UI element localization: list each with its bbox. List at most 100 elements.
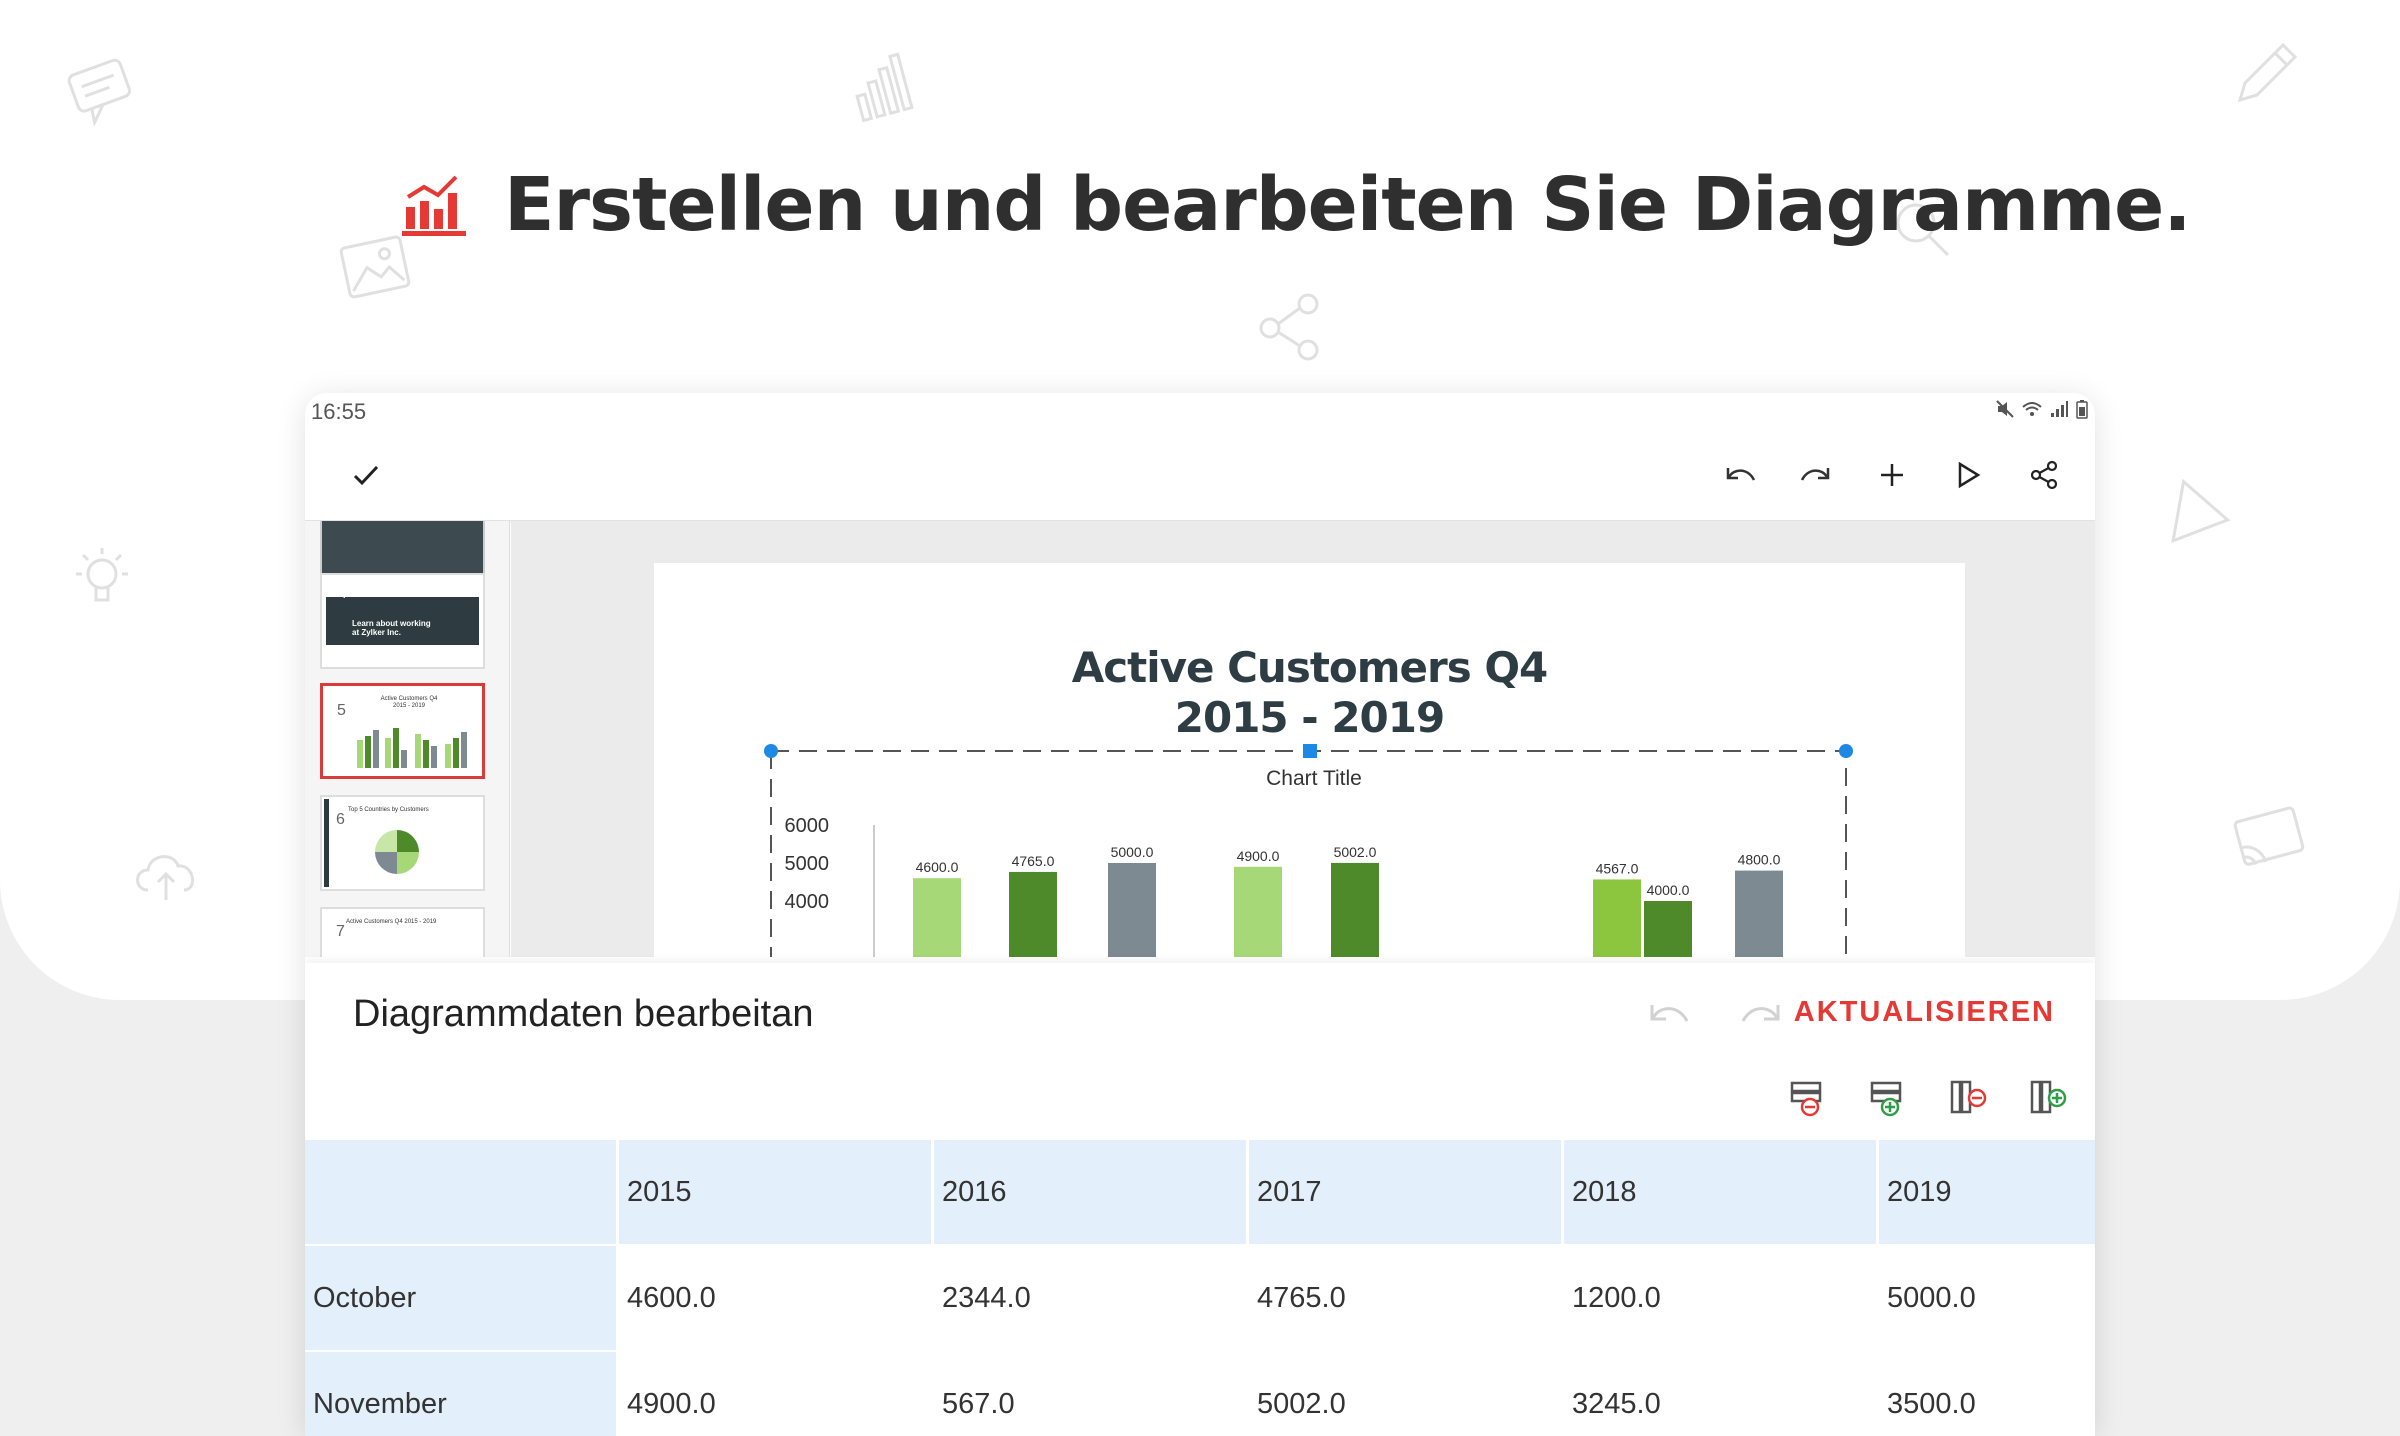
bar-data-label: 4600.0: [916, 859, 959, 875]
delete-row-button[interactable]: [1785, 1075, 1831, 1121]
header-cell[interactable]: 2019: [1879, 1140, 2095, 1244]
check-icon: [353, 465, 379, 486]
row-label-cell[interactable]: October: [305, 1246, 616, 1350]
mute-icon: [1996, 400, 2014, 418]
row-label-cell[interactable]: November: [305, 1352, 616, 1436]
chart-bar: [1331, 862, 1379, 957]
resize-handle-top-center[interactable]: [1303, 744, 1317, 758]
add-row-button[interactable]: [1865, 1075, 1911, 1121]
status-icons: [1995, 399, 2089, 419]
chart-bar: [913, 878, 961, 957]
table-row: October 4600.0 2344.0 4765.0 1200.0 5000…: [305, 1246, 2095, 1350]
headline: Erstellen und bearbeiten Sie Diagramme.: [400, 150, 2191, 260]
resize-handle-top-right[interactable]: [1839, 744, 1853, 758]
chart-object[interactable]: Chart Title 6000 5000 4000 4600.0 4765.0 500…: [654, 563, 1965, 957]
selection-frame: [764, 744, 1853, 957]
panel-redo-button[interactable]: [1737, 991, 1787, 1041]
slide-title-line2: 2015 - 2019: [1174, 693, 1445, 742]
data-cell[interactable]: 567.0: [934, 1352, 1246, 1436]
data-cell[interactable]: 5000.0: [1879, 1246, 2095, 1350]
delete-column-icon: [1950, 1080, 1987, 1114]
thumbnail-title: Active Customers Q4 2015 - 2019: [346, 919, 437, 925]
data-cell[interactable]: 4765.0: [1249, 1246, 1561, 1350]
data-table: 2015 2016 2017 2018 2019 October 4600.0 …: [305, 1140, 2095, 1436]
share-decor-icon: [1259, 293, 1319, 361]
chart-title: Chart Title: [1266, 767, 1362, 790]
share-icon: [2030, 460, 2058, 490]
pencil-icon: [2237, 42, 2298, 103]
undo-button[interactable]: [1717, 452, 1763, 498]
chart-bar: [1108, 863, 1156, 957]
delete-column-button[interactable]: [1945, 1075, 1991, 1121]
image-icon: [339, 235, 411, 299]
thumbnail-pie-chart: [375, 830, 419, 874]
chat-icon: [67, 58, 132, 128]
data-cell[interactable]: 3245.0: [1564, 1352, 1876, 1436]
add-column-button[interactable]: [2025, 1075, 2071, 1121]
data-cell[interactable]: 2344.0: [934, 1246, 1246, 1350]
resize-handle-top-left[interactable]: [764, 744, 778, 758]
data-cell[interactable]: 3500.0: [1879, 1352, 2095, 1436]
thumbnail-7[interactable]: 7 Active Customers Q4 2015 - 2019: [320, 907, 485, 957]
app-window: 16:55 4 Learn: [305, 393, 2095, 1436]
bar-data-label: 4800.0: [1738, 852, 1781, 868]
thumbnail-number: 7: [336, 923, 345, 940]
slide-title-line1: Active Customers Q4: [1071, 643, 1549, 692]
undo-icon: [1650, 1005, 1689, 1022]
bar-data-label: 4900.0: [1237, 848, 1280, 864]
share-button[interactable]: [2021, 452, 2067, 498]
signal-icon: [2051, 401, 2068, 417]
wifi-icon: [2022, 402, 2042, 416]
header-cell[interactable]: 2016: [934, 1140, 1246, 1244]
slide-title: Active Customers Q4 2015 - 2019: [654, 643, 1965, 743]
header-cell[interactable]: 2015: [619, 1140, 931, 1244]
thumbnail-chart: [357, 728, 467, 768]
header-cell[interactable]: 2018: [1564, 1140, 1876, 1244]
thumbnail-number: 4: [338, 585, 347, 602]
slide-canvas: Active Customers Q4 2015 - 2019 Chart Ti…: [511, 521, 2095, 957]
top-toolbar: [305, 429, 2095, 521]
bar-chart-icon: [855, 52, 914, 123]
insert-button[interactable]: [1869, 452, 1915, 498]
header-cell[interactable]: [305, 1140, 616, 1244]
done-button[interactable]: [343, 452, 389, 498]
slide[interactable]: Active Customers Q4 2015 - 2019 Chart Ti…: [654, 563, 1965, 957]
thumbnail-number: 6: [336, 811, 345, 828]
bar-data-label: 5000.0: [1111, 844, 1154, 860]
chart-bar: [1009, 871, 1057, 957]
bar-data-label: 5002.0: [1334, 844, 1377, 860]
y-tick-label: 5000: [785, 853, 830, 875]
panel-undo-button[interactable]: [1643, 991, 1693, 1041]
thumbnail-number: 5: [337, 702, 346, 719]
chart-bar: [1593, 879, 1641, 957]
thumbnail-4[interactable]: 4 Learn about working at Zylker Inc.: [320, 573, 485, 669]
y-tick-label: 4000: [785, 891, 830, 913]
thumbnail-6[interactable]: 6 Top 5 Countries by Customers: [320, 795, 485, 891]
play-icon: [1958, 461, 1981, 489]
header-cell[interactable]: 2017: [1249, 1140, 1561, 1244]
redo-button[interactable]: [1793, 452, 1839, 498]
thumbnail-5[interactable]: 5 Active Customers Q4 2015 - 2019: [320, 683, 485, 779]
data-cell[interactable]: 4900.0: [619, 1352, 931, 1436]
data-cell[interactable]: 4600.0: [619, 1246, 931, 1350]
update-button[interactable]: AKTUALISIEREN: [1793, 996, 2055, 1028]
bar-data-label: 4567.0: [1596, 860, 1639, 876]
thumbnail-title: Top 5 Countries by Customers: [348, 807, 429, 813]
redo-icon: [1741, 1005, 1780, 1022]
chart-bar: [1234, 866, 1282, 957]
play-button[interactable]: [1945, 452, 1991, 498]
bar-data-label: 4765.0: [1012, 853, 1055, 869]
play-decor-icon: [2171, 478, 2231, 544]
battery-icon: [2076, 400, 2088, 419]
redo-icon: [1800, 468, 1830, 481]
search-icon: [1896, 203, 1950, 257]
data-cell[interactable]: 1200.0: [1564, 1246, 1876, 1350]
data-cell[interactable]: 5002.0: [1249, 1352, 1561, 1436]
table-tools: [1785, 1075, 2071, 1121]
panel-title: Diagrammdaten bearbeitan: [353, 993, 814, 1035]
table-header-row: 2015 2016 2017 2018 2019: [305, 1140, 2095, 1244]
table-row: November 4900.0 567.0 5002.0 3245.0 3500…: [305, 1352, 2095, 1436]
chart-logo-icon: [402, 175, 466, 236]
status-bar: 16:55: [305, 393, 2095, 429]
cast-icon: [2233, 806, 2305, 866]
